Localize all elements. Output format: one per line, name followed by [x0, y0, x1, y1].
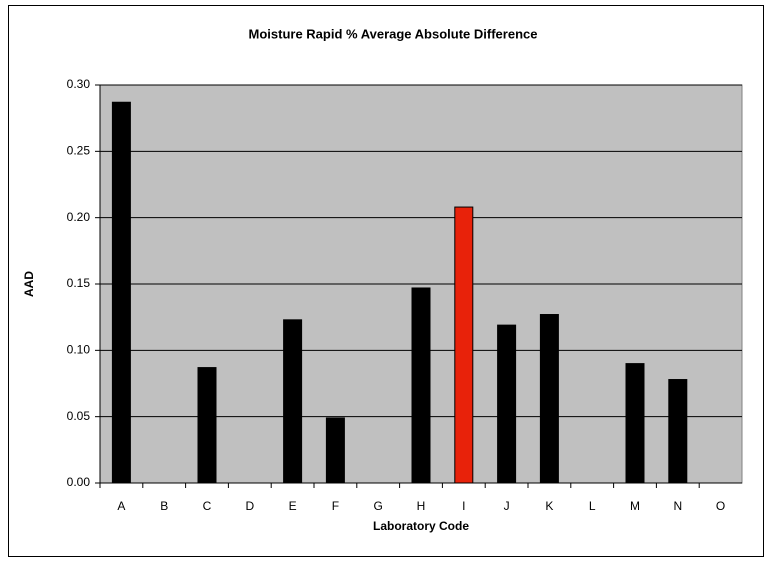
y-tick-label: 0.25	[67, 144, 91, 158]
x-tick-label: A	[117, 499, 125, 513]
chart-title: Moisture Rapid % Average Absolute Differ…	[249, 26, 538, 41]
x-tick-label: G	[374, 499, 383, 513]
bar	[197, 367, 217, 484]
x-tick-label: M	[630, 499, 640, 513]
y-tick-label: 0.30	[67, 77, 91, 91]
x-tick-label: O	[716, 499, 725, 513]
bar	[454, 206, 474, 484]
x-tick-label: E	[289, 499, 297, 513]
bar	[111, 101, 131, 484]
x-tick-label: J	[504, 499, 510, 513]
x-tick-label: I	[462, 499, 465, 513]
y-tick-label: 0.20	[67, 210, 91, 224]
y-tick-label: 0.00	[67, 475, 91, 489]
x-tick-label: C	[203, 499, 212, 513]
x-tick-label: D	[245, 499, 254, 513]
bar	[325, 417, 345, 484]
x-tick-label: H	[417, 499, 426, 513]
y-tick-label: 0.05	[67, 409, 91, 423]
y-tick-label: 0.15	[67, 276, 91, 290]
bar	[411, 287, 431, 484]
y-tick-label: 0.10	[67, 343, 91, 357]
x-axis-label: Laboratory Code	[373, 519, 469, 533]
bar	[497, 324, 517, 484]
bar	[283, 319, 303, 484]
x-tick-label: K	[545, 499, 553, 513]
x-tick-label: F	[332, 499, 339, 513]
bar	[625, 363, 645, 484]
x-tick-label: B	[160, 499, 168, 513]
x-tick-label: L	[589, 499, 596, 513]
bar	[539, 314, 559, 484]
y-axis-label: AAD	[22, 271, 36, 297]
x-tick-label: N	[673, 499, 682, 513]
bar	[668, 379, 688, 484]
